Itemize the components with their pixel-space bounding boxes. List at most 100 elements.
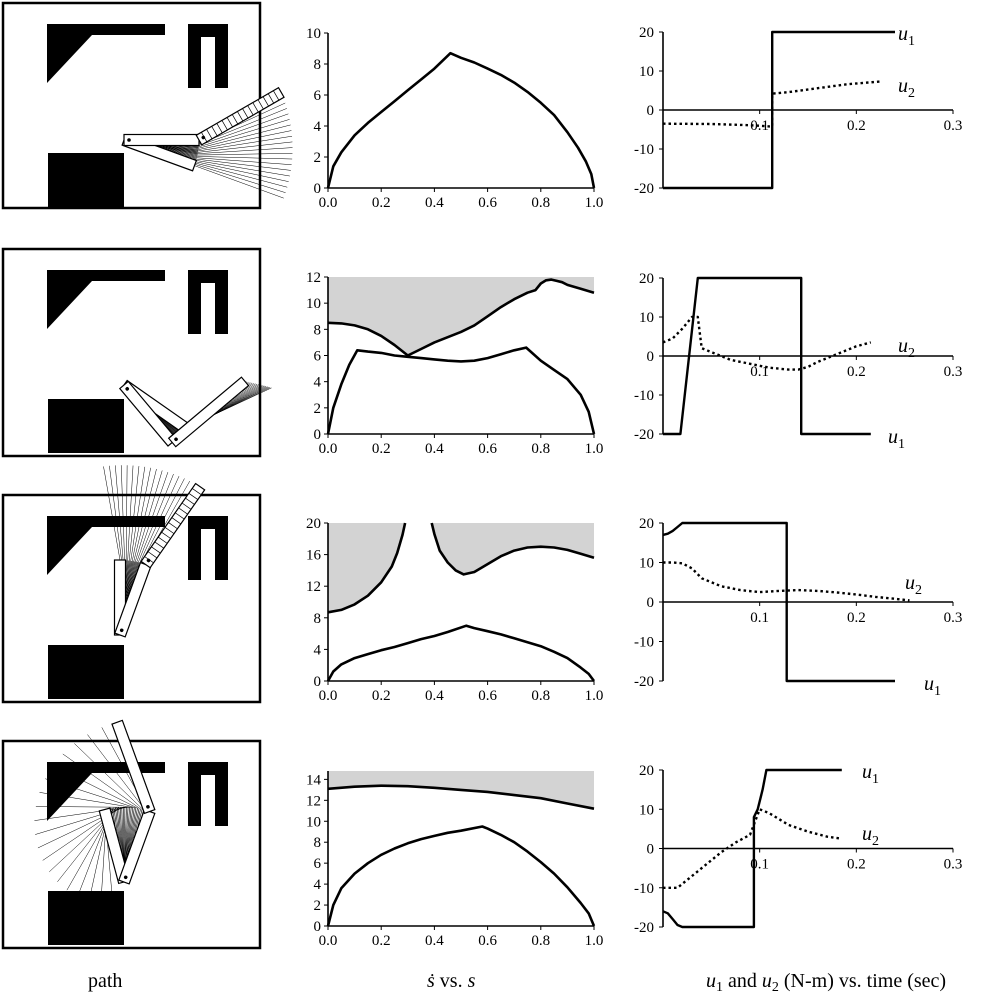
link2-end [195, 86, 285, 146]
y-tick-label: 8 [314, 322, 322, 338]
y-tick-label: -20 [634, 920, 654, 936]
path-panel-2 [1, 247, 272, 458]
link2-end-hatch [147, 551, 158, 559]
arm-fan-line [120, 465, 125, 561]
u2-curve [663, 561, 910, 602]
x-tick-label: 0.2 [372, 195, 391, 211]
link2-end-hatch [188, 492, 199, 500]
arm-fan-line [197, 153, 293, 156]
arm-fan-line [136, 472, 169, 562]
link1-end-body [123, 133, 200, 147]
caption-sdot-symbol: ṡ [427, 970, 435, 992]
link2-end-hatch [206, 129, 213, 140]
link2-end-hatch [242, 108, 249, 119]
link2-end [140, 482, 206, 569]
link2-end-hatch [257, 99, 264, 110]
obstacle-block [48, 399, 124, 453]
u2-curve [662, 80, 881, 128]
link2-end-hatch [164, 527, 175, 534]
arm-fan-line [127, 465, 134, 561]
y-tick-label: 0 [314, 427, 322, 443]
arm-fan-line [138, 473, 174, 563]
obstacle-u [188, 24, 228, 88]
y-tick-label: 12 [306, 579, 321, 595]
caption-path-text: path [88, 970, 123, 992]
x-tick-label: 0.0 [319, 933, 338, 949]
path-panel-4 [1, 719, 262, 950]
y-tick-label: 2 [314, 150, 322, 166]
x-tick-label: 1.0 [585, 933, 604, 949]
arm-fan-line [125, 465, 128, 561]
y-tick-label: 6 [314, 856, 322, 872]
series-label-u1: u1 [888, 426, 905, 452]
y-tick-label: 4 [314, 877, 322, 893]
y-tick-label: 0 [314, 919, 322, 935]
y-tick-label: 2 [314, 898, 322, 914]
arm-fan-line [87, 734, 146, 811]
caption-s-symbol: s [467, 970, 476, 992]
sdot-curve [327, 278, 595, 357]
y-tick-label: 8 [314, 611, 322, 627]
y-tick-label: 20 [639, 271, 654, 287]
caption-u1-sub: 1 [716, 980, 723, 995]
x-tick-label: 0.4 [425, 195, 444, 211]
link2-end-hatch [216, 123, 223, 134]
x-tick-label: 0.2 [847, 364, 866, 380]
x-tick-label: 0.3 [944, 610, 963, 626]
caption-u1-letter: u [706, 970, 716, 992]
y-tick-label: -10 [634, 635, 654, 651]
arm-fan-line [194, 165, 284, 199]
y-tick-label: 10 [639, 310, 654, 326]
link2-end-hatch [267, 93, 275, 104]
y-tick-label: 8 [314, 57, 322, 73]
y-tick-label: 8 [314, 835, 322, 851]
x-tick-label: 0.6 [478, 933, 497, 949]
sdot-chart-3: 0.0 0.2 0.4 0.6 0.8 1.0 0 4 8 12 16 20 [306, 516, 603, 704]
obstacle-u [188, 516, 228, 580]
arm-fan-line [196, 157, 292, 165]
arm-fan-line [35, 806, 131, 808]
sdot-curve [326, 624, 596, 682]
y-tick-label: 10 [639, 556, 654, 572]
obstacle-ramp [47, 24, 165, 83]
arm-fan-line [198, 119, 290, 148]
y-tick-label: 12 [306, 270, 321, 286]
y-tick-label: -20 [634, 181, 654, 197]
obstacle-ramp [47, 762, 165, 821]
x-tick-label: 0.8 [531, 195, 550, 211]
link2-end-joint [146, 805, 150, 809]
series-label-u1: u1 [862, 761, 879, 787]
x-tick-label: 0.8 [531, 441, 550, 457]
x-tick-label: 0.2 [372, 933, 391, 949]
infeasible-region [328, 277, 594, 356]
y-tick-label: -20 [634, 674, 654, 690]
caption-sdot-vs-s: ṡ vs. s [427, 970, 475, 993]
y-tick-label: 20 [306, 516, 321, 532]
link2-end [111, 719, 156, 815]
y-tick-label: 10 [306, 26, 321, 42]
x-tick-label: 0.4 [425, 441, 444, 457]
link1-end [123, 133, 200, 147]
x-tick-label: 0.0 [319, 688, 338, 704]
arm-fan-line [132, 467, 151, 562]
link2-end-hatch [237, 111, 244, 122]
arm-fan-line [74, 743, 143, 810]
arm-fan-line [194, 164, 286, 193]
y-tick-label: 0 [647, 595, 655, 611]
link2-end-hatch [151, 546, 161, 554]
sdot-curve [326, 346, 596, 435]
arm-fan-line [34, 806, 129, 821]
y-tick-label: 0 [314, 181, 322, 197]
link2-end-hatch [181, 502, 192, 510]
y-tick-label: -10 [634, 881, 654, 897]
link2-end-hatch [231, 114, 239, 125]
x-tick-label: 1.0 [585, 688, 604, 704]
link1-end-joint [119, 628, 124, 633]
arm-fan-line [197, 147, 293, 154]
u1-curve [663, 276, 871, 436]
obstacle-block [48, 891, 124, 945]
x-tick-label: 0.1 [750, 610, 769, 626]
link1-end-joint [123, 875, 128, 880]
arm-fan-line [139, 476, 180, 563]
